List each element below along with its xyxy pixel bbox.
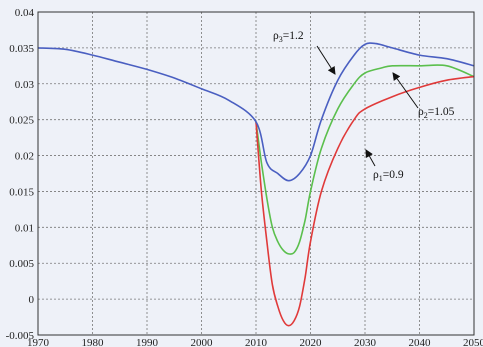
annotations: ρ3=1.2 ρ2=1.05 ρ1=0.9 <box>273 30 455 183</box>
y-tick-label: 0.03 <box>15 79 35 91</box>
series-label: ρ1=0.9 <box>373 169 404 183</box>
series-label: ρ3=1.2 <box>273 30 304 44</box>
x-tick-label: 1980 <box>82 337 105 347</box>
x-tick-label: 2020 <box>300 337 323 347</box>
tick-labels: 1970 1980 1990 2000 2010 2020 2030 2040 2050 -0.0… <box>6 7 483 347</box>
series-line-2 <box>255 64 475 255</box>
series-line-1 <box>37 42 475 182</box>
x-tick-label: 2000 <box>191 337 214 347</box>
x-tick-label: 2030 <box>354 337 377 347</box>
grid <box>38 12 474 335</box>
x-tick-label: 1990 <box>136 337 159 347</box>
y-tick-label: -0.005 <box>6 330 35 342</box>
x-tick-label: 1970 <box>27 337 50 347</box>
y-tick-label: 0.02 <box>15 151 34 163</box>
plot-frame <box>37 11 475 336</box>
annotation-arrow <box>392 72 419 109</box>
y-tick-label: 0.035 <box>9 43 34 55</box>
annotation-arrow <box>365 149 376 167</box>
y-tick-label: 0.025 <box>9 115 34 127</box>
y-tick-label: 0 <box>29 294 35 306</box>
series-layer <box>37 42 475 327</box>
annotation-arrow <box>316 45 336 75</box>
y-tick-label: 0.005 <box>9 258 34 270</box>
x-tick-label: 2040 <box>409 337 432 347</box>
x-tick-label: 2050 <box>463 337 483 347</box>
x-tick-label: 2010 <box>245 337 268 347</box>
y-tick-label: 0.04 <box>15 7 35 19</box>
series-line-3 <box>255 75 475 327</box>
y-tick-label: 0.015 <box>9 186 34 198</box>
series-label: ρ2=1.05 <box>418 106 455 120</box>
y-tick-label: 0.01 <box>15 222 34 234</box>
